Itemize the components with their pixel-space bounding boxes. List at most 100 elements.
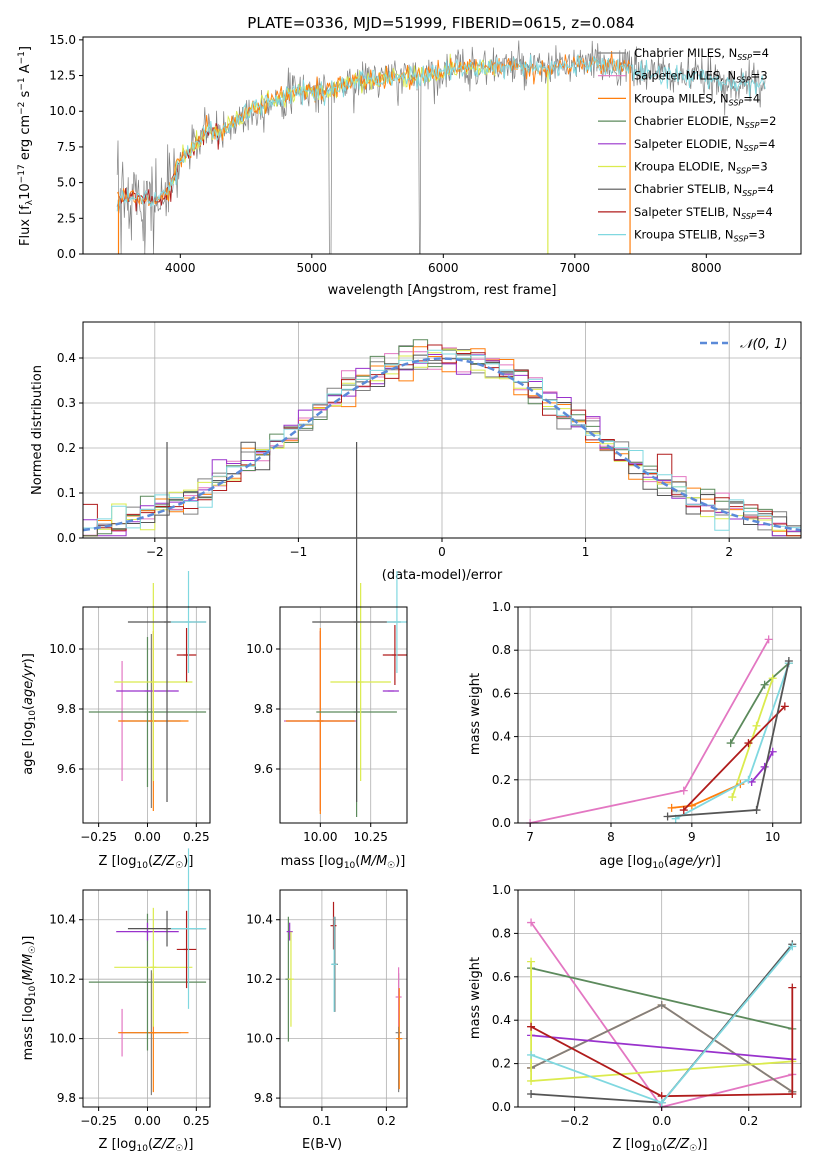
y-tick-label: 12.5 xyxy=(49,69,76,83)
normal-legend-label: 𝒩(0, 1) xyxy=(740,337,787,352)
series-line xyxy=(531,1034,793,1061)
series-marker xyxy=(752,721,761,730)
legend-label: Kroupa ELODIE, NSSP=3 xyxy=(634,160,768,176)
y-tick-label: 9.8 xyxy=(254,1091,273,1105)
series-marker xyxy=(768,674,777,683)
axes-frame xyxy=(82,889,211,1108)
x-tick-label: 0.2 xyxy=(739,1114,758,1128)
y-tick-label: 10.0 xyxy=(246,642,273,656)
spectrum-panel: PLATE=0336, MJD=51999, FIBERID=0615, z=0… xyxy=(17,14,802,298)
y-tick-label: 0.4 xyxy=(492,730,511,744)
spectrum-title: PLATE=0336, MJD=51999, FIBERID=0615, z=0… xyxy=(247,14,634,32)
y-tick-label: 0.6 xyxy=(492,686,511,700)
series-marker xyxy=(744,739,753,748)
series-marker xyxy=(760,680,769,689)
y-tick-label: 10.2 xyxy=(246,972,273,986)
y-tick-label: 9.8 xyxy=(254,702,273,716)
axes-frame xyxy=(279,606,408,824)
age-vs-metallicity-panel: −0.250.000.259.69.810.0 Z [log10(Z/Z☉)] … xyxy=(21,442,211,871)
series-marker xyxy=(657,1001,666,1010)
x-tick-label: 1 xyxy=(582,545,590,559)
y-tick-label: 0.4 xyxy=(492,1013,511,1027)
axes-frame xyxy=(82,606,211,824)
series-marker xyxy=(667,803,676,812)
model-line-kroupa-stelib xyxy=(116,54,766,212)
y-tick-label: 0.2 xyxy=(57,441,76,455)
normal-curve xyxy=(82,357,802,532)
x-tick-label: 10.25 xyxy=(354,830,388,844)
series-marker xyxy=(780,702,789,711)
series-line xyxy=(530,967,793,1030)
legend-label: Salpeter STELIB, NSSP=4 xyxy=(634,205,773,221)
legend-label: Chabrier MILES, NSSP=4 xyxy=(634,46,769,62)
weight-z-x-label: Z [log10(Z/Z☉)] xyxy=(613,1137,708,1154)
y-tick-label: 0.8 xyxy=(492,926,511,940)
series-marker xyxy=(744,775,753,784)
residual-panel: −2 −1 0 1 2 0.0 0.1 0.2 0.3 0.4 (data-model)/erro… xyxy=(30,321,802,583)
x-tick-label: −0.25 xyxy=(80,1114,117,1128)
residual-x-label: (data-model)/error xyxy=(382,568,503,583)
x-tick-label: 0.0 xyxy=(652,1114,671,1128)
legend-label: Chabrier STELIB, NSSP=4 xyxy=(634,182,774,198)
x-tick-label: −1 xyxy=(290,545,308,559)
residual-legend: 𝒩(0, 1) xyxy=(700,337,787,352)
series-marker xyxy=(788,983,797,992)
x-tick-label: 0.1 xyxy=(312,1114,331,1128)
y-tick-label: 0.8 xyxy=(492,643,511,657)
weight-age-x-label: age [log10(age/yr)] xyxy=(599,854,721,871)
model-line-kroupa-miles xyxy=(116,50,630,207)
y-tick-label: 0.3 xyxy=(57,396,76,410)
y-tick-label: 2.5 xyxy=(57,211,76,225)
legend-label: Salpeter MILES, NSSP=3 xyxy=(634,69,768,85)
mass-z-x-label: Z [log10(Z/Z☉)] xyxy=(99,1137,194,1154)
y-tick-label: 10.4 xyxy=(246,913,273,927)
series-marker xyxy=(657,1098,666,1107)
histogram-step xyxy=(83,349,801,531)
y-tick-label: 10.0 xyxy=(49,104,76,118)
y-tick-label: 0.1 xyxy=(57,486,76,500)
y-tick-label: 1.0 xyxy=(492,600,511,614)
mass-ebv-x-label: E(B-V) xyxy=(302,1137,342,1152)
x-tick-label: −0.2 xyxy=(560,1114,589,1128)
y-tick-label: 0.0 xyxy=(57,531,76,545)
age-vs-mass-panel: 10.00 10.25 9.6 9.8 10.0 mass [log10(M/M☉)] xyxy=(246,442,408,871)
series-line xyxy=(530,987,794,1098)
series-marker xyxy=(679,786,688,795)
age-mass-x-label: mass [log10(M/M☉)] xyxy=(281,854,406,871)
y-tick-label: 0.4 xyxy=(57,351,76,365)
spectrum-x-label: wavelength [Angstrom, rest frame] xyxy=(328,283,557,298)
series-marker xyxy=(788,942,797,951)
series-marker xyxy=(752,806,761,815)
age-z-y-label: age [log10(age/yr)] xyxy=(21,653,38,775)
x-tick-label: 0.00 xyxy=(134,1114,161,1128)
y-tick-label: 0.0 xyxy=(492,1100,511,1114)
weight-z-y-label: mass weight xyxy=(468,957,483,1039)
y-tick-label: 0.2 xyxy=(492,1057,511,1071)
y-tick-label: 10.4 xyxy=(49,913,76,927)
x-tick-label: 0.25 xyxy=(183,830,210,844)
series-marker xyxy=(663,812,672,821)
axes-frame xyxy=(517,606,802,824)
x-tick-label: 6000 xyxy=(428,261,459,275)
residual-y-label: Normed distribution xyxy=(30,365,45,495)
mass-vs-ebv-panel: 0.1 0.2 9.8 10.0 10.2 10.4 E(B-V) xyxy=(246,889,408,1152)
x-tick-label: −2 xyxy=(146,545,164,559)
y-tick-label: 0.2 xyxy=(492,773,511,787)
series-marker xyxy=(527,1076,536,1085)
series-marker xyxy=(527,957,536,966)
series-marker xyxy=(527,918,536,927)
y-tick-label: 9.6 xyxy=(57,762,76,776)
x-tick-label: 9 xyxy=(688,830,696,844)
mass-z-y-label: mass [log10(M/M☉)] xyxy=(21,936,38,1061)
mass-vs-metallicity-panel: −0.25 0.00 0.25 9.8 10.0 10.2 10.4 Z [log10(Z/… xyxy=(21,848,211,1154)
y-tick-label: 10.0 xyxy=(49,1032,76,1046)
y-tick-label: 0.6 xyxy=(492,970,511,984)
x-tick-label: 10.00 xyxy=(303,830,337,844)
series-marker xyxy=(764,635,773,644)
series-marker xyxy=(788,1089,797,1098)
legend-label: Kroupa STELIB, NSSP=3 xyxy=(634,228,765,244)
y-tick-label: 9.8 xyxy=(57,1091,76,1105)
y-tick-label: 15.0 xyxy=(49,33,76,47)
x-tick-label: 0.25 xyxy=(183,1114,210,1128)
